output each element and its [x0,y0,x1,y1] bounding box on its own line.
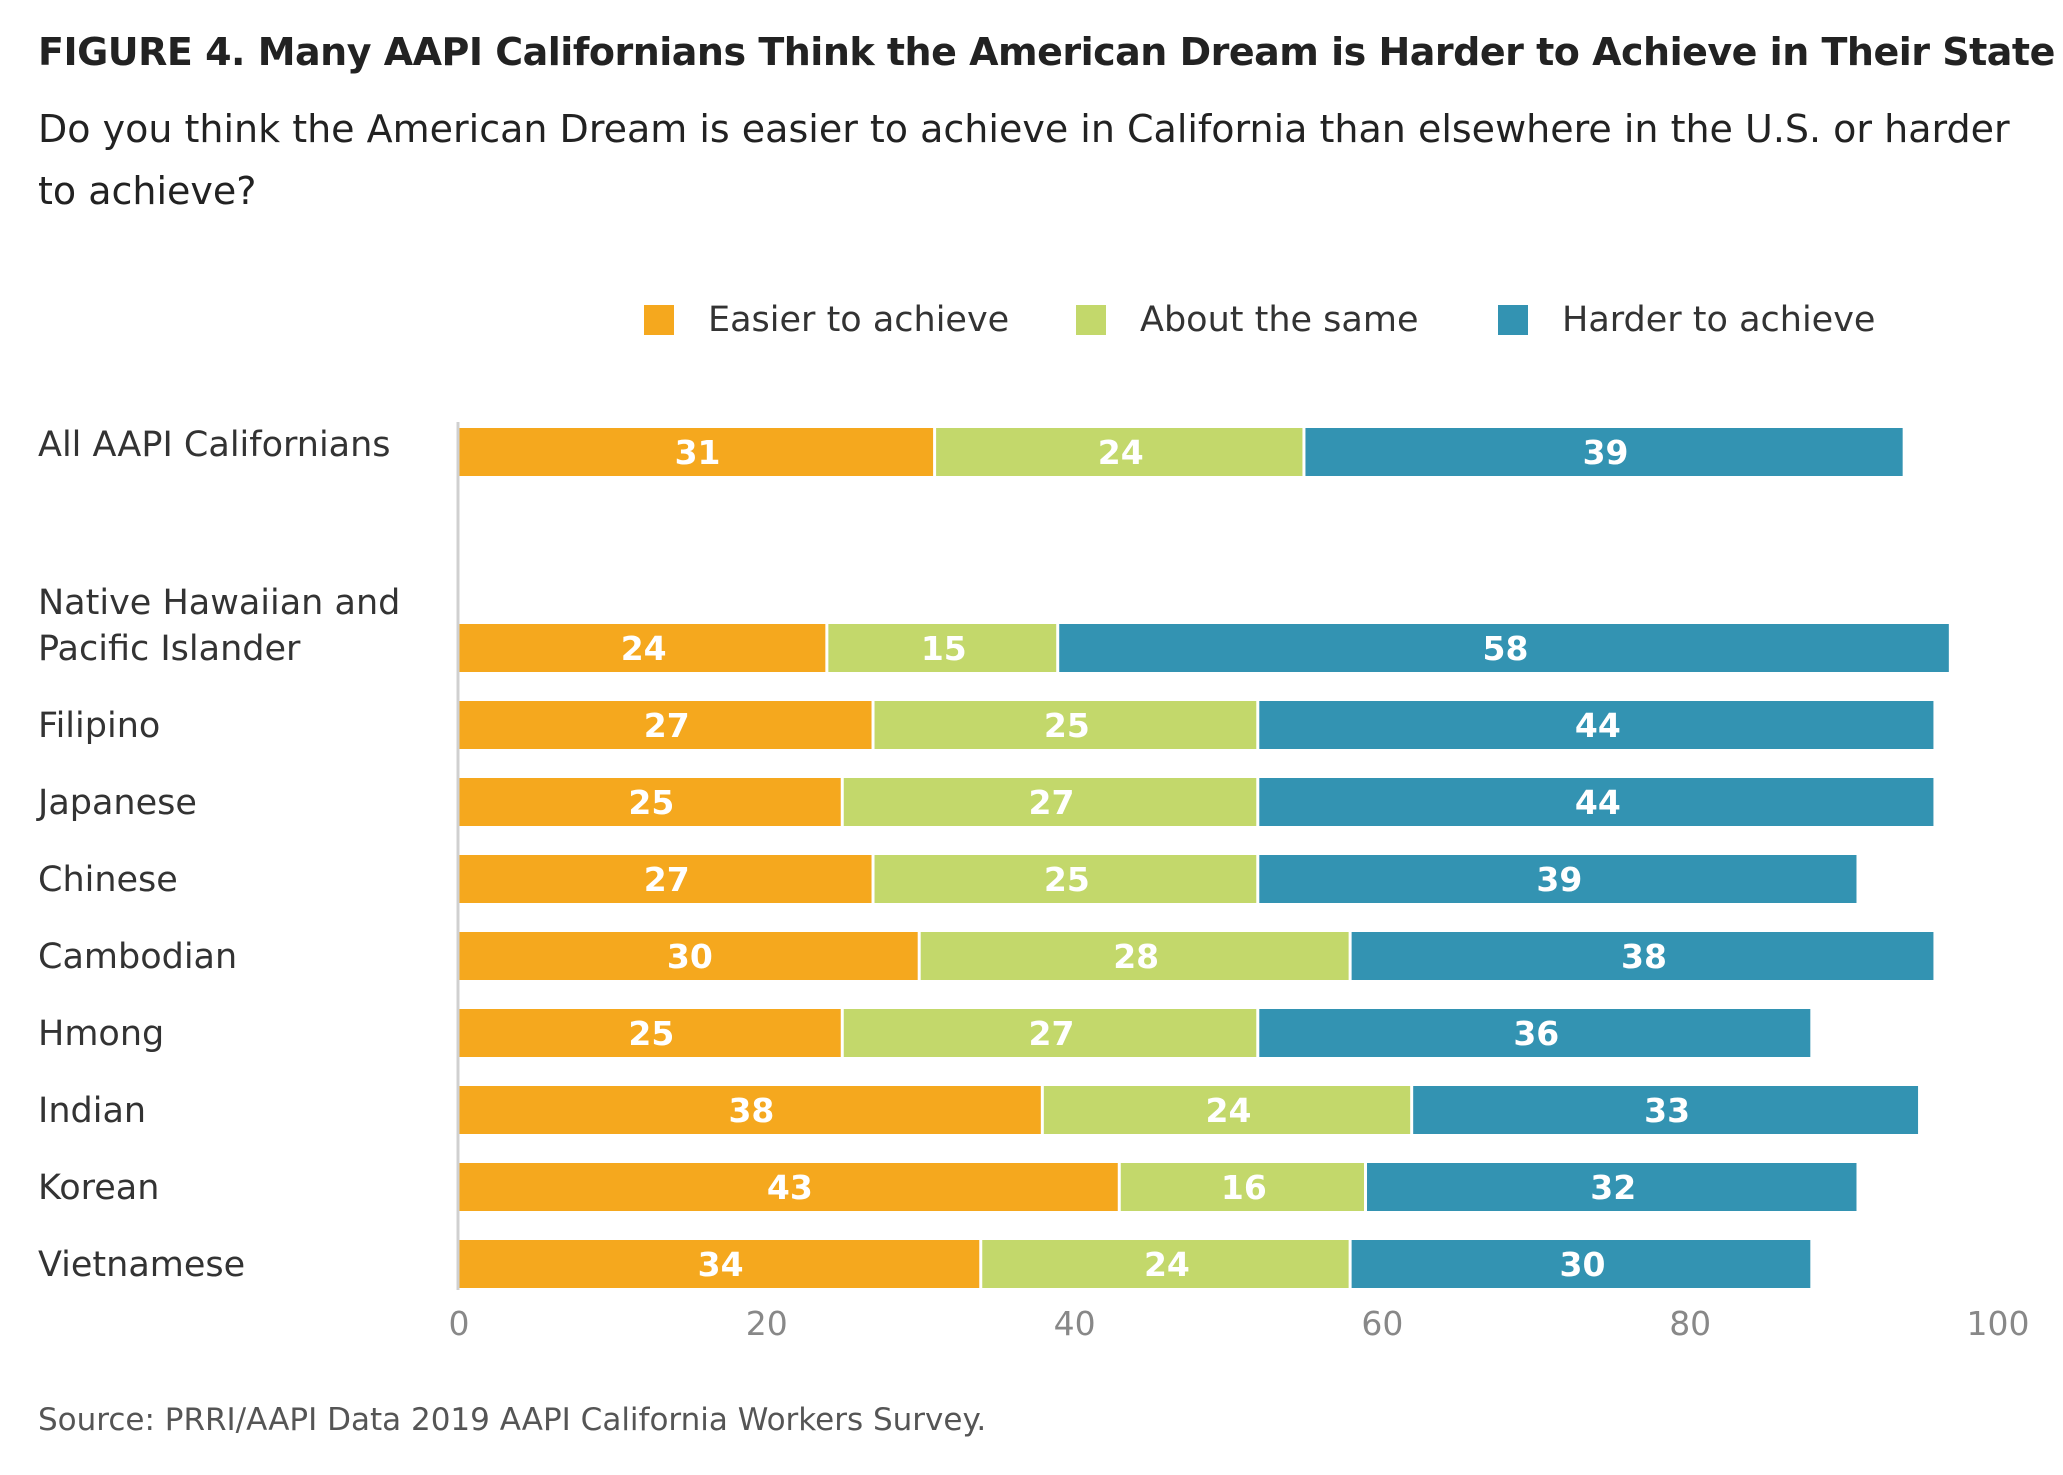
category-label-0: All AAPI Californians [38,425,391,465]
bar-value-label-9-2: 30 [1560,1245,1606,1284]
bar-value-label-8-2: 32 [1590,1168,1636,1207]
bar-value-label-7-1: 24 [1206,1091,1252,1130]
bar-segment-7-0 [459,1086,1041,1134]
bar-segment-0-0 [459,428,934,476]
x-tick-label-2: 40 [1054,1304,1096,1343]
bar-value-label-5-1: 28 [1113,937,1159,976]
category-labels: All AAPI Californians Native Hawaiian and… [36,425,400,1285]
bar-segment-4-2 [1259,855,1857,903]
bar-segment-2-0 [459,701,872,749]
bar-segment-8-1 [1120,1163,1365,1211]
bar-segment-3-0 [459,778,841,826]
legend-swatch-2 [1498,305,1528,335]
bar-segment-8-0 [459,1163,1118,1211]
bar-segment-4-0 [459,855,872,903]
bar-value-label-3-2: 44 [1575,783,1621,822]
chart-legend: Easier to achieve About the same Harder to… [644,300,1875,340]
bar-segment-2-2 [1259,701,1934,749]
bar-value-label-0-0: 31 [675,433,721,472]
bar-segment-0-2 [1305,428,1903,476]
bar-value-label-2-2: 44 [1575,706,1621,745]
bar-value-label-4-2: 39 [1536,860,1582,899]
bar-segment-0-1 [936,428,1303,476]
bar-value-label-0-1: 24 [1098,433,1144,472]
bar-segment-3-2 [1259,778,1934,826]
bar-value-label-6-0: 25 [628,1014,674,1053]
bar-segment-6-2 [1259,1009,1811,1057]
source-note: Source: PRRI/AAPI Data 2019 AAPI Califor… [38,1402,987,1438]
bar-value-label-2-0: 27 [644,706,690,745]
legend-label-0: Easier to achieve [708,300,1009,340]
bar-segment-1-0 [459,624,826,672]
category-label-9: Vietnamese [38,1245,245,1285]
bar-value-label-3-1: 27 [1029,783,1075,822]
x-tick-label-0: 0 [449,1304,470,1343]
chart-title: FIGURE 4. Many AAPI Californians Think t… [38,30,2055,74]
bar-value-label-1-1: 15 [921,629,967,668]
category-label-8: Korean [38,1168,159,1208]
bar-segment-9-2 [1351,1240,1811,1288]
bar-segment-8-2 [1367,1163,1857,1211]
bar-value-label-4-0: 27 [644,860,690,899]
category-label-1: Native Hawaiian and Pacific Islander [38,583,400,669]
bar-value-label-7-0: 38 [728,1091,774,1130]
legend-swatch-0 [644,305,674,335]
bar-value-label-5-2: 38 [1621,937,1667,976]
bar-segment-7-2 [1413,1086,1919,1134]
category-label-4: Chinese [38,860,178,900]
bar-segment-7-1 [1043,1086,1411,1134]
chart-subtitle: Do you think the American Dream is easie… [38,107,2010,213]
bar-value-label-3-0: 25 [628,783,674,822]
x-tick-label-5: 100 [1967,1304,2030,1343]
bar-segment-1-2 [1059,624,1949,672]
bar-segment-5-2 [1351,932,1934,980]
bar-value-label-2-1: 25 [1044,706,1090,745]
bar-value-label-9-1: 24 [1144,1245,1190,1284]
category-label-7: Indian [38,1091,146,1131]
bar-value-label-1-2: 58 [1483,629,1529,668]
category-label-5: Cambodian [38,937,237,977]
bar-value-label-1-0: 24 [621,629,667,668]
legend-swatch-1 [1076,305,1106,335]
legend-label-2: Harder to achieve [1562,300,1875,340]
bar-value-label-8-0: 43 [767,1168,813,1207]
category-label-2: Filipino [38,706,160,746]
bar-value-label-4-1: 25 [1044,860,1090,899]
legend-label-1: About the same [1140,300,1418,340]
bar-value-label-8-1: 16 [1221,1168,1267,1207]
bar-segment-1-1 [828,624,1057,672]
x-tick-label-3: 60 [1361,1304,1403,1343]
bar-value-label-6-2: 36 [1513,1014,1559,1053]
chart-bars: 31 24 39 24 15 58 27 25 44 25 27 44 27 25 39 30 28 38 25 27… [459,428,1949,1288]
category-label-6: Hmong [38,1014,164,1054]
bar-segment-2-1 [874,701,1257,749]
bar-segment-5-1 [920,932,1349,980]
bar-segment-6-0 [459,1009,841,1057]
x-tick-label-1: 20 [746,1304,788,1343]
category-label-3: Japanese [36,783,197,823]
bar-value-label-5-0: 30 [667,937,713,976]
bar-segment-5-0 [459,932,918,980]
bar-value-label-6-1: 27 [1029,1014,1075,1053]
bar-value-label-7-2: 33 [1644,1091,1690,1130]
bar-value-label-9-0: 34 [698,1245,744,1284]
bar-segment-4-1 [874,855,1257,903]
x-axis-ticks: 0 20 40 60 80 100 [449,1304,2030,1343]
bar-segment-6-1 [843,1009,1257,1057]
bar-value-label-0-2: 39 [1583,433,1629,472]
bar-segment-9-0 [459,1240,980,1288]
x-tick-label-4: 80 [1669,1304,1711,1343]
bar-segment-3-1 [843,778,1257,826]
bar-segment-9-1 [982,1240,1349,1288]
